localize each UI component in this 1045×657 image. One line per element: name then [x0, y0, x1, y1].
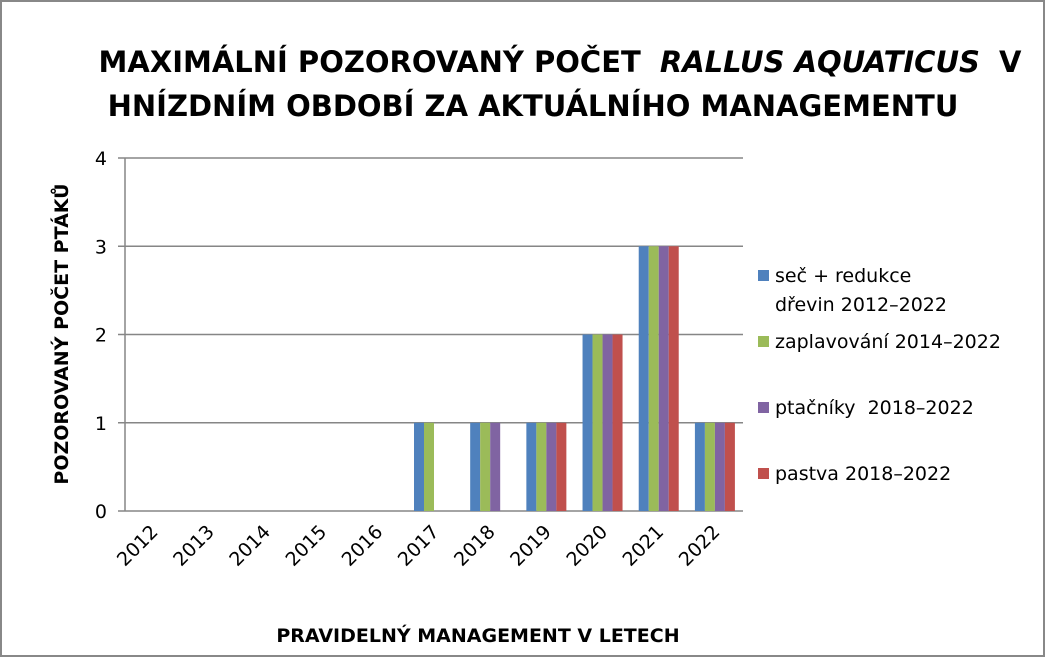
legend-swatch	[758, 336, 769, 347]
bar	[612, 334, 623, 511]
legend-swatch	[758, 402, 769, 413]
title-part: V	[999, 45, 1022, 79]
bar	[658, 246, 669, 511]
bar	[694, 422, 705, 511]
bar	[602, 334, 613, 511]
legend-item: zaplavování 2014–2022	[758, 328, 1043, 394]
bar	[536, 422, 547, 511]
bar	[414, 422, 424, 511]
bar	[638, 246, 649, 511]
bar	[668, 246, 679, 511]
legend-swatch	[758, 468, 769, 479]
legend-label: pastva 2018–2022	[775, 463, 952, 485]
bar	[526, 422, 537, 511]
legend-item: ptačníky 2018–2022	[758, 394, 1043, 460]
legend-label: zaplavování 2014–2022	[775, 331, 1001, 353]
bar	[704, 422, 715, 511]
chart-title: HNÍZDNÍM OBDOBÍ ZA AKTUÁLNÍHO MANAGEMENT…	[108, 89, 959, 123]
bar	[490, 422, 501, 511]
chart-title: MAXIMÁLNÍ POZOROVANÝ POČET RALLUS AQUATI…	[99, 45, 1022, 79]
legend-label: ptačníky 2018–2022	[775, 397, 974, 419]
bar	[714, 422, 725, 511]
bar	[592, 334, 603, 511]
legend: seč + redukce dřevin 2012–2022 zaplavován…	[758, 262, 1043, 526]
y-tick-label: 0	[95, 501, 107, 523]
y-tick-label: 1	[95, 413, 107, 435]
bar	[556, 422, 567, 511]
legend-label: seč + redukce dřevin 2012–2022	[775, 265, 947, 316]
bar	[546, 422, 557, 511]
bar	[724, 422, 735, 511]
y-tick-label: 4	[95, 148, 107, 170]
legend-item: seč + redukce dřevin 2012–2022	[758, 262, 1043, 328]
title-part: MAXIMÁLNÍ POZOROVANÝ POČET	[99, 45, 641, 79]
x-axis-title: PRAVIDELNÝ MANAGEMENT V LETECH	[276, 623, 679, 647]
y-tick-label: 3	[95, 236, 107, 258]
bar	[648, 246, 659, 511]
y-tick-label: 2	[95, 325, 107, 347]
bar	[480, 422, 491, 511]
y-axis-title: POZOROVANÝ POČET PTÁKŮ	[49, 183, 73, 484]
bar	[470, 422, 481, 511]
legend-item: pastva 2018–2022	[758, 460, 1043, 526]
legend-swatch	[758, 270, 769, 281]
bar	[582, 334, 593, 511]
title-italic: RALLUS AQUATICUS	[660, 45, 980, 79]
bar	[424, 422, 434, 511]
